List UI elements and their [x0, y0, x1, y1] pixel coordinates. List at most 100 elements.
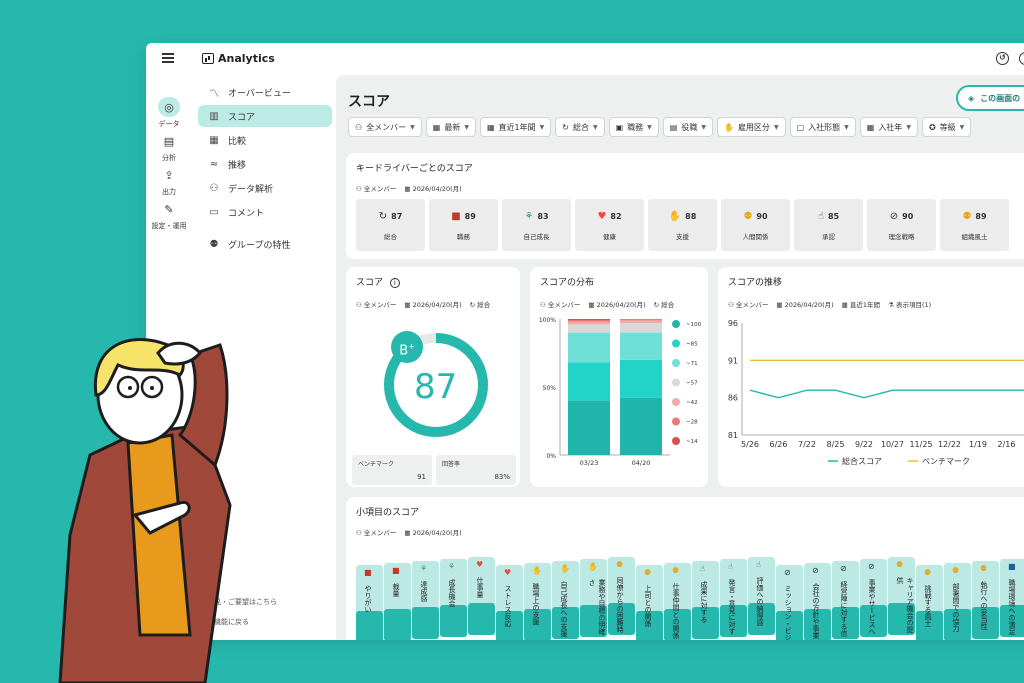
legend-label: ~100 — [686, 322, 702, 328]
filter-employment[interactable]: ✋ 雇用区分 ▼ — [716, 117, 786, 137]
nav-item-group-traits[interactable]: ⚉ グループの特性 — [198, 233, 332, 255]
y-tick-label: 50% — [543, 385, 557, 392]
display-items-button[interactable]: ⚗ 表示項目(1) — [888, 301, 932, 309]
sub-item-label: ミッション・ビジ — [784, 585, 792, 640]
driver-icon: ♥ — [597, 211, 607, 222]
dist-segment — [620, 320, 662, 324]
sub-item-label: やりがい — [364, 585, 372, 613]
sub-item-bar[interactable]: ✋ 職場上の支援 — [524, 563, 551, 640]
rail-item-data[interactable]: ◎ データ — [146, 97, 192, 129]
bar-fill — [832, 607, 859, 639]
key-driver-tile[interactable]: ♥ 82 健康 — [575, 199, 644, 251]
raised-hand-shape — [156, 341, 202, 366]
sub-item-bar[interactable]: ✋ 自己成長への支援 — [552, 561, 579, 639]
sub-item-bar[interactable]: ☝ 成果に対する — [692, 561, 719, 639]
date-label: ▦ 2026/04/20(月) — [404, 301, 462, 309]
key-driver-tile[interactable]: ⚘ 83 自己成長 — [502, 199, 571, 251]
nav-item-comments[interactable]: ▭ コメント — [198, 201, 332, 223]
sub-item-bar[interactable]: ⊘ ミッション・ビジ — [776, 565, 803, 640]
nav-item-data-analysis[interactable]: ⚇ データ解析 — [198, 177, 332, 199]
sub-item-bar[interactable]: ☝ 評価への納得感 — [748, 557, 775, 635]
sub-item-label: 上司との関係 — [644, 585, 652, 627]
filter-latest[interactable]: ▦ 最新 ▼ — [425, 117, 476, 137]
filter-grade[interactable]: ✪ 等級 ▼ — [921, 117, 972, 137]
y-tick-label: 81 — [728, 431, 738, 440]
key-driver-tile[interactable]: ⚉ 90 人間関係 — [721, 199, 790, 251]
driver-label: 人間関係 — [742, 233, 769, 241]
sub-item-bar[interactable]: ■ やりがい — [356, 565, 383, 640]
key-driver-tile[interactable]: ☝ 85 承認 — [794, 199, 863, 251]
sub-item-bar[interactable]: ■ 職場環境への満足 — [1000, 559, 1024, 637]
menu-icon[interactable] — [162, 53, 174, 63]
data-analysis-icon: ⚇ — [209, 182, 219, 194]
members-label: ⚇ 全メンバー — [356, 529, 397, 537]
sub-item-bar[interactable]: ☝ 発言・意見に対す — [720, 559, 747, 637]
nav-item-compare[interactable]: ▦ 比較 — [198, 129, 332, 151]
chevron-down-icon: ▼ — [539, 123, 545, 131]
sub-item-bar[interactable]: ♥ 仕事量 — [468, 557, 495, 635]
sub-item-bar[interactable]: ⚉ 執行への妥当性 — [972, 561, 999, 639]
key-driver-tile[interactable]: ✋ 88 支援 — [648, 199, 717, 251]
key-driver-tile[interactable]: ⚉ 89 組織風土 — [940, 199, 1009, 251]
nav-item-overview[interactable]: 〽 オーバービュー — [198, 81, 332, 103]
bar-fill — [608, 603, 635, 635]
filter-overall[interactable]: ↻ 総合 ▼ — [555, 117, 605, 137]
sub-item-bar[interactable]: ■ 裁量 — [384, 563, 411, 640]
bar-fill — [524, 609, 551, 640]
sub-item-bar[interactable]: ⚉ 同僚からの困難時 — [608, 557, 635, 635]
dist-segment — [568, 332, 610, 363]
history-icon[interactable]: ↺ — [996, 52, 1009, 65]
sub-items-card: 小項目のスコア ⚇ 全メンバー ▦ 2026/04/20(月) ■ やりがい ■ 裁量… — [346, 497, 1024, 640]
sub-item-bar[interactable]: ♥ ストレス反応 — [496, 565, 523, 640]
filter-join-type[interactable]: ▢ 入社形態 ▼ — [789, 117, 856, 137]
filter-members[interactable]: ⚇ 全メンバー ▼ — [348, 117, 422, 137]
group-icon: ⚉ — [209, 238, 219, 250]
sub-item-bar[interactable]: ⚉ 部署間での協力 — [944, 563, 971, 640]
overall-label: ↻ 総合 — [469, 301, 491, 309]
sub-item-bar[interactable]: ✋ 業務や目標の明確さ — [580, 559, 607, 637]
filter-job[interactable]: ▣ 職務 ▼ — [608, 117, 659, 137]
legacy-link[interactable]: 旧の機能に戻る — [200, 618, 249, 626]
key-driver-tile[interactable]: ↻ 87 総合 — [356, 199, 425, 251]
bar-fill — [804, 609, 831, 640]
sub-item-bar[interactable]: ⊘ 事業やサービスへ — [860, 559, 887, 637]
dist-segment — [620, 397, 662, 455]
nav-item-trend[interactable]: ≈ 推移 — [198, 153, 332, 175]
share-button[interactable]: ◈ この画面の — [956, 85, 1024, 111]
bar-fill — [580, 605, 607, 637]
sub-item-bar[interactable]: ⚉ 上司との関係 — [636, 565, 663, 640]
sub-item-icon: ✋ — [532, 566, 542, 575]
nav-item-score[interactable]: ▥ スコア — [198, 105, 332, 127]
rail-item-settings[interactable]: ✎ 設定・運用 — [146, 199, 192, 231]
sub-item-icon: ⊘ — [868, 562, 875, 571]
y-tick-label: 86 — [728, 394, 738, 403]
bar-fill — [860, 605, 887, 637]
filter-position[interactable]: ▤ 役職 ▼ — [662, 117, 713, 137]
x-tick-label: 6/26 — [770, 440, 788, 449]
trend-card: スコアの推移 ⚇ 全メンバー ▦ 2026/04/20(月) ▦ 直近1年間 ⚗… — [718, 267, 1024, 487]
info-icon[interactable]: i — [389, 278, 400, 288]
sub-item-label: 部署間での協力 — [952, 583, 960, 632]
driver-label: 理念戦略 — [888, 233, 915, 241]
feedback-link[interactable]: ご意見・ご要望はこちら — [200, 598, 277, 606]
sub-item-bar[interactable]: ⚉ 挑戦する風土 — [916, 565, 943, 640]
key-driver-tile[interactable]: ■ 89 職務 — [429, 199, 498, 251]
gauge-arc — [384, 333, 488, 437]
key-driver-tile[interactable]: ⊘ 90 理念戦略 — [867, 199, 936, 251]
sub-item-bar[interactable]: ⚘ 達成感 — [412, 561, 439, 639]
sub-item-bar[interactable]: ⚉ キャリア機会の提供 — [888, 557, 915, 635]
filter-period[interactable]: ▦ 直近1年間 ▼ — [479, 117, 552, 137]
sub-item-bar[interactable]: ⚘ 成長機会 — [440, 559, 467, 637]
card-meta: ⚇ 全メンバー ▦ 2026/04/20(月) ↻ 総合 — [540, 299, 674, 309]
filter-join-year[interactable]: ▦ 入社年 ▼ — [859, 117, 918, 137]
rail-item-export[interactable]: ⇪ 出力 — [146, 165, 192, 197]
driver-score: 89 — [975, 212, 987, 221]
help-icon[interactable]: ? — [1019, 52, 1024, 65]
sub-item-bar[interactable]: ⊘ 会社の方針や事業 — [804, 563, 831, 640]
sub-item-bar[interactable]: ⊘ 経営陣に対する信 — [832, 561, 859, 639]
driver-icon: ✋ — [668, 211, 682, 222]
bar-fill — [748, 603, 775, 635]
compare-icon: ▦ — [209, 134, 219, 146]
rail-item-analysis[interactable]: ▤ 分析 — [146, 131, 192, 163]
sub-item-bar[interactable]: ⚉ 仕事仲間との関係 — [664, 563, 691, 640]
